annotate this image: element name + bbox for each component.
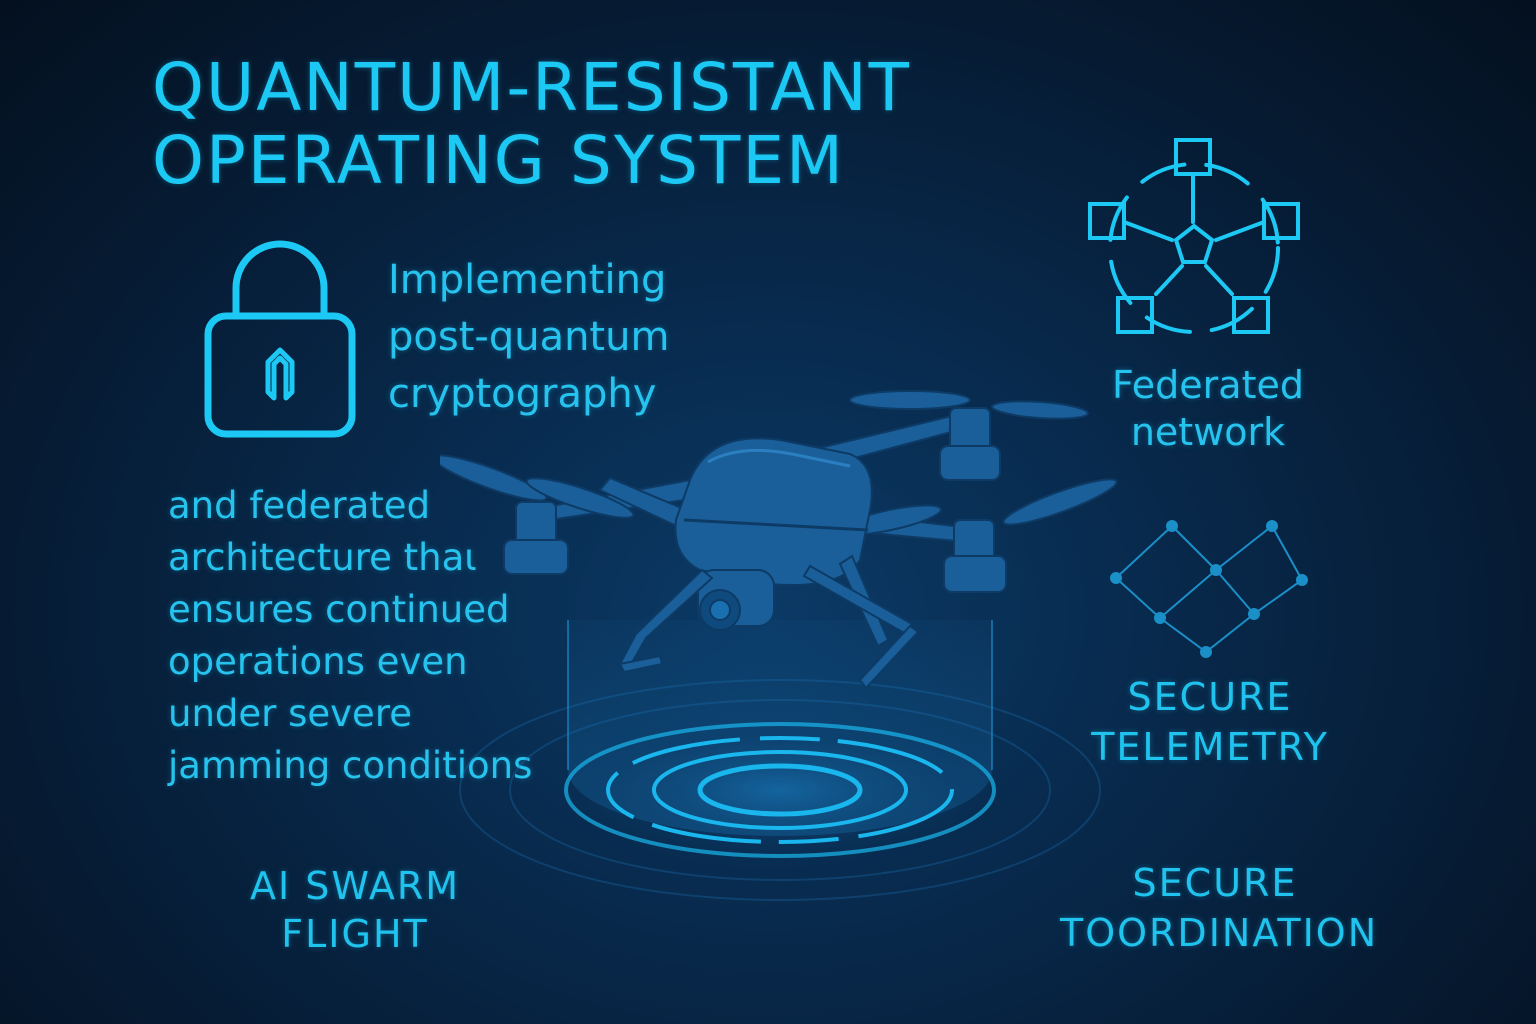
federated-network-line-2: network xyxy=(1130,410,1286,454)
architecture-line-1: and federated xyxy=(168,484,431,527)
swarm-line-1: AI SWARM xyxy=(249,864,461,908)
architecture-line-5: under severe xyxy=(168,692,412,735)
lock-icon xyxy=(204,240,356,438)
telemetry-line-1: SECURE xyxy=(1127,675,1293,719)
title-line-2: OPERATING SYSTEM xyxy=(152,121,845,199)
post-quantum-cryptography-text: Implementing post-quantum cryptography xyxy=(388,252,669,423)
architecture-line-6: jamming conditions xyxy=(168,744,533,787)
federated-architecture-text: and federated architecture thaι ensures … xyxy=(168,480,532,792)
crypto-line-3: cryptography xyxy=(388,371,657,417)
federated-network-label: Federated network xyxy=(1090,362,1326,456)
crypto-line-1: Implementing xyxy=(388,257,667,303)
swarm-line-2: FLIGHT xyxy=(281,912,429,956)
architecture-line-4: operations even xyxy=(168,640,468,683)
ai-swarm-flight-label: AI SWARM FLIGHT xyxy=(240,862,470,958)
architecture-line-2: architecture thaι xyxy=(168,536,477,579)
coordination-line-2: TOORDINATION xyxy=(1060,911,1379,955)
architecture-line-3: ensures continued xyxy=(168,588,510,631)
federated-network-line-1: Federated xyxy=(1112,363,1304,407)
secure-telemetry-label: SECURE TELEMETRY xyxy=(1080,672,1340,772)
secure-coordination-label: SECURE TOORDINATION xyxy=(1060,858,1379,958)
telemetry-line-2: TELEMETRY xyxy=(1091,725,1329,769)
drone-icon xyxy=(440,390,1118,901)
crypto-line-2: post-quantum xyxy=(388,314,670,360)
telemetry-graph-icon xyxy=(1110,520,1308,658)
title-line-1: QUANTUM-RESISTANT xyxy=(152,49,912,126)
coordination-line-1: SECURE xyxy=(1132,861,1298,905)
page-title: QUANTUM-RESISTANT OPERATING SYSTEM xyxy=(152,49,912,199)
federated-network-icon xyxy=(1088,138,1300,334)
